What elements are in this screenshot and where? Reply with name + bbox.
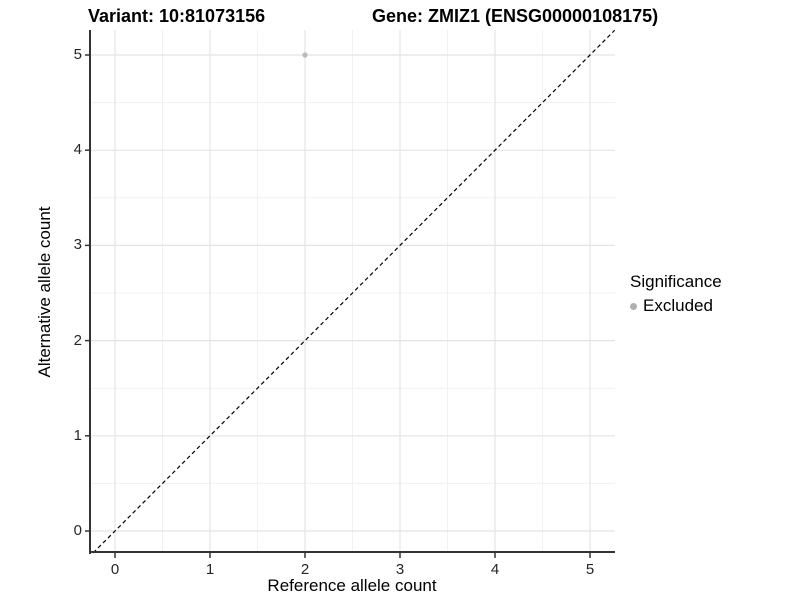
identity-line [92, 30, 616, 554]
y-axis-tick-label: 1 [73, 426, 82, 444]
plot-title-gene: Gene: ZMIZ1 (ENSG00000108175) [372, 6, 659, 26]
x-axis-tick-label: 2 [300, 561, 310, 578]
legend: Significance Excluded [630, 272, 722, 316]
plot-title-variant: Variant: 10:81073156 [88, 6, 266, 26]
legend-entry: Excluded [630, 296, 722, 316]
legend-entry-label: Excluded [643, 296, 713, 315]
y-axis-tick-label: 0 [73, 522, 82, 539]
y-axis-tick-label: 3 [73, 236, 82, 254]
x-axis-tick-label: 0 [110, 561, 120, 578]
data-point [302, 52, 308, 58]
y-axis-tick-label: 2 [73, 331, 82, 349]
x-axis-tick-label: 3 [395, 561, 405, 578]
y-axis-tick-label: 5 [73, 46, 82, 63]
legend-point-icon [630, 302, 637, 310]
x-axis-tick-label: 5 [585, 561, 595, 578]
y-axis-title: Alternative allele count [35, 206, 54, 378]
x-axis-tick-label: 1 [205, 561, 215, 578]
x-axis-title: Reference allele count [267, 576, 437, 595]
legend-title: Significance [630, 272, 722, 291]
y-axis-tick-label: 4 [73, 141, 82, 159]
plot-panel [85, 30, 616, 558]
x-axis-tick-label: 4 [490, 561, 500, 578]
